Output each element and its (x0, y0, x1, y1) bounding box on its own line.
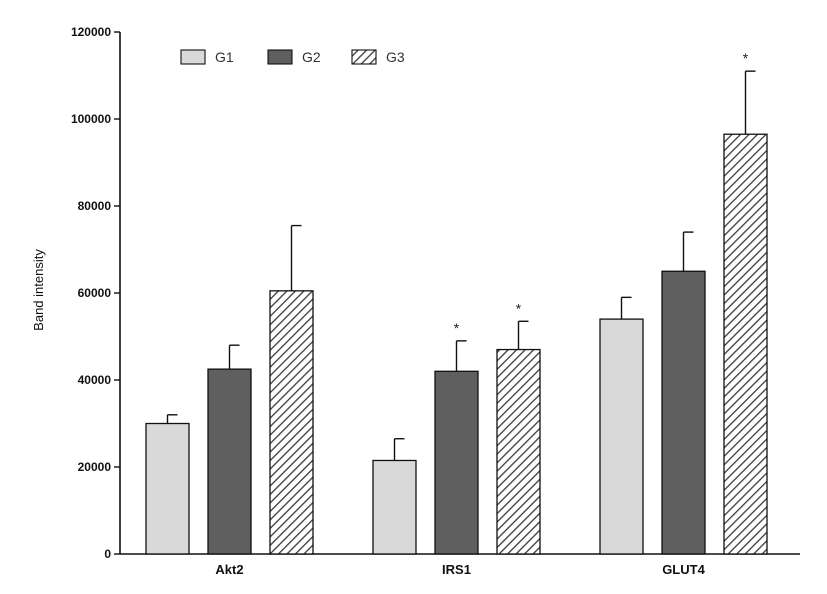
y-tick-label: 100000 (71, 112, 111, 126)
significance-label: * (454, 320, 460, 336)
y-tick-label: 40000 (78, 373, 112, 387)
bar (599, 318, 644, 555)
bar (434, 370, 479, 555)
legend-swatch (180, 49, 206, 65)
legend: G1 G2 G3 (180, 49, 405, 65)
legend-swatch (267, 49, 293, 65)
bar (269, 290, 314, 555)
x-category-label: Akt2 (215, 562, 243, 577)
bar (207, 368, 252, 555)
legend-label: G1 (215, 49, 234, 65)
y-tick-label: 0 (104, 547, 111, 561)
legend-label: G2 (302, 49, 321, 65)
bar (496, 348, 541, 555)
x-category-label: IRS1 (442, 562, 471, 577)
bar (723, 133, 768, 555)
y-tick-label: 120000 (71, 25, 111, 39)
y-axis-title: Band intensity (31, 249, 46, 331)
x-category-label: GLUT4 (662, 562, 705, 577)
bar (661, 270, 706, 555)
y-tick-label: 80000 (78, 199, 112, 213)
legend-swatch (351, 49, 377, 65)
bar (145, 422, 190, 555)
significance-label: * (743, 50, 749, 66)
bars-group: Akt2 * * IRS1 * GLUT4 (145, 50, 768, 577)
legend-label: G3 (386, 49, 405, 65)
significance-label: * (516, 300, 522, 316)
y-tick-label: 60000 (78, 286, 112, 300)
bar (372, 459, 417, 555)
y-tick-label: 20000 (78, 460, 112, 474)
